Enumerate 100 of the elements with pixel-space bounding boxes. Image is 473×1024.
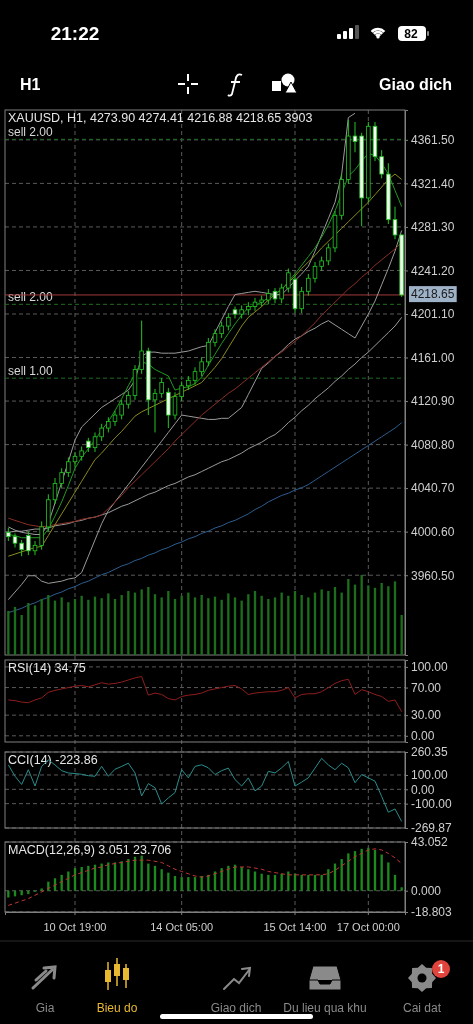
candlestick: [106, 416, 111, 433]
bar: [87, 599, 90, 655]
ref-line-label: sell 1.00: [8, 364, 54, 379]
text: 82: [404, 27, 418, 41]
candlestick: [279, 283, 284, 304]
bar: [327, 591, 330, 655]
text: H1: [20, 76, 41, 93]
text: Giao dich: [379, 76, 452, 93]
candlestick: [139, 320, 144, 375]
y-tick-label: 3960.50: [411, 568, 455, 583]
y-tick-label: -18.803: [411, 905, 453, 920]
candlestick: [26, 530, 31, 556]
candlestick: [226, 312, 231, 331]
bar: [227, 593, 230, 655]
candlestick: [386, 162, 391, 225]
y-tick-label: 0.000: [411, 884, 442, 899]
bar: [287, 871, 290, 891]
candlestick: [339, 173, 344, 221]
line-series: [7, 676, 403, 713]
candlestick: [266, 288, 271, 305]
bar: [347, 853, 350, 891]
candlestick: [252, 297, 258, 312]
bar: [307, 597, 310, 655]
candlestick: [132, 364, 138, 401]
candlestick: [319, 256, 324, 272]
bar: [387, 586, 390, 655]
x-tick-label: 14 Oct 05:00: [150, 921, 214, 934]
candlestick: [332, 210, 338, 253]
y-tick-label: 100.00: [411, 768, 449, 783]
candlestick: [126, 390, 131, 410]
candlestick: [206, 337, 211, 367]
candlestick: [186, 375, 191, 391]
text: Cai dat: [402, 1001, 442, 1015]
bar: [227, 865, 230, 891]
y-tick-label: 4361.50: [411, 133, 455, 148]
bar: [147, 587, 150, 655]
candlestick: [99, 423, 104, 442]
bar: [247, 594, 250, 655]
y-tick-label: 4241.20: [411, 263, 455, 278]
candlestick: [159, 377, 164, 399]
candlestick: [6, 527, 11, 542]
y-tick-label: 100.00: [411, 660, 449, 675]
bar: [107, 862, 110, 891]
candlestick: [59, 467, 64, 489]
y-tick-label: 260.35: [411, 745, 449, 760]
candlestick: [326, 243, 331, 266]
candlestick: [66, 456, 71, 478]
candlestick: [219, 321, 224, 339]
bar: [27, 890, 30, 895]
candlestick: [272, 287, 278, 304]
candlestick: [286, 268, 291, 293]
y-tick-label: 4161.00: [411, 350, 455, 365]
bar: [67, 871, 70, 891]
bar: [287, 595, 290, 655]
ref-line-label: 4218.65: [411, 287, 455, 302]
candlestick: [119, 399, 124, 420]
y-tick-label: 4040.70: [411, 481, 455, 496]
y-tick-label: 0.00: [411, 782, 435, 797]
bar: [347, 579, 350, 655]
bar: [7, 611, 10, 655]
bar: [127, 859, 130, 891]
chart-title: XAUUSD, H1, 4273.90 4274.41 4216.88 4218.65 3903: [8, 111, 313, 125]
text: 21:22: [50, 23, 100, 44]
chart-title: CCI(14) -223.86: [8, 753, 98, 767]
text: Giao dich: [210, 1001, 262, 1015]
bar: [87, 865, 90, 891]
text: Bieu do: [96, 1001, 138, 1015]
bar: [147, 863, 150, 891]
y-tick-label: 4201.10: [411, 307, 455, 322]
bar: [307, 874, 310, 891]
candlestick: [299, 286, 304, 314]
y-tick-label: 4080.80: [411, 437, 455, 452]
y-tick-label: 4321.40: [411, 176, 455, 191]
bar: [127, 591, 130, 655]
candlestick: [146, 347, 151, 416]
y-tick-label: 4281.30: [411, 220, 455, 235]
candlestick: [39, 520, 44, 551]
text: 1: [437, 962, 445, 976]
bar: [187, 592, 190, 655]
candlestick: [239, 304, 244, 319]
bar: [247, 869, 250, 891]
bar: [267, 599, 270, 655]
bar: [27, 603, 30, 655]
bar: [400, 887, 403, 891]
candlestick: [359, 132, 364, 227]
candlestick: [346, 119, 351, 185]
line-series: [7, 422, 403, 614]
candlestick: [152, 388, 158, 433]
line-series: [7, 230, 403, 601]
bar: [167, 591, 170, 655]
candlestick: [259, 295, 264, 307]
candlestick: [306, 273, 311, 297]
ref-line-label: sell 2.00: [8, 290, 54, 305]
y-tick-label: 0.00: [411, 729, 435, 744]
candlestick: [392, 206, 398, 240]
y-tick-label: -100.00: [411, 796, 453, 811]
y-tick-label: 43.052: [411, 835, 449, 850]
candlestick: [86, 437, 91, 453]
y-tick-label: -269.87: [411, 821, 453, 836]
bar: [267, 874, 270, 891]
